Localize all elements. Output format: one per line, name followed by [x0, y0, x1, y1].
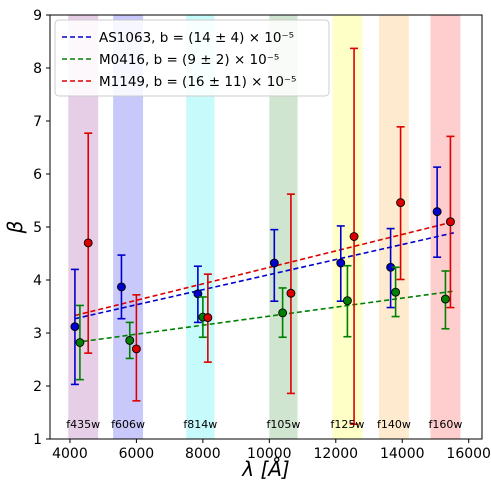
band-label-f140w: f140w [377, 418, 411, 431]
legend-entries: AS1063, b = (14 ± 4) × 10⁻⁵ M0416, b = (9… [62, 30, 296, 90]
y-tick-label: 4 [33, 273, 42, 289]
marker [193, 289, 203, 299]
filter-band-labels: f435w f606w f814w f105w f125w f140w f160w [66, 418, 462, 431]
data-point-2-0 [83, 132, 93, 354]
legend-box [54, 19, 330, 97]
x-tick-label: 12000 [314, 446, 359, 462]
x-tick-label: 8000 [185, 446, 221, 462]
legend-label-1: M0416, b = (9 ± 2) × 10⁻⁵ [99, 52, 279, 68]
data-point-2-6 [445, 135, 455, 309]
marker [269, 258, 279, 268]
data-point-0-3 [269, 228, 279, 303]
data-point-0-6 [432, 166, 442, 259]
data-point-1-5 [391, 266, 401, 318]
data-point-2-5 [396, 126, 406, 281]
marker [391, 287, 401, 297]
band-label-f105w: f105w [267, 418, 301, 431]
x-tick-label: 6000 [119, 446, 155, 462]
marker [432, 207, 442, 217]
marker [396, 198, 406, 208]
marker [440, 294, 450, 304]
marker [286, 288, 296, 298]
data-point-2-1 [131, 294, 141, 402]
data-point-1-4 [342, 264, 352, 338]
marker [131, 344, 141, 354]
data-points [70, 47, 455, 425]
band-label-f160w: f160w [429, 418, 463, 431]
legend-label-2: M1149, b = (16 ± 11) × 10⁻⁵ [99, 74, 296, 90]
data-point-0-4 [336, 225, 346, 303]
band-f140w [378, 15, 409, 439]
data-point-0-5 [386, 227, 396, 309]
band-label-f814w: f814w [183, 418, 217, 431]
y-axis-label: β [3, 220, 27, 234]
x-tick-label: 10000 [247, 446, 292, 462]
band-label-f125w: f125w [330, 418, 364, 431]
y-tick-label: 1 [33, 432, 42, 448]
y-tick-label: 9 [33, 8, 42, 24]
x-tick-label: 16000 [446, 446, 491, 462]
marker [445, 217, 455, 227]
y-tick-label: 6 [33, 167, 42, 183]
marker [70, 322, 80, 332]
y-tick-label: 3 [33, 326, 42, 342]
data-point-2-3 [286, 193, 296, 395]
marker [203, 313, 213, 323]
y-tick-label: 7 [33, 114, 42, 130]
x-tick-label: 14000 [380, 446, 425, 462]
x-axis-label: λ [Å] [241, 457, 289, 481]
y-tick-label: 2 [33, 379, 42, 395]
legend: AS1063, b = (14 ± 4) × 10⁻⁵ M0416, b = (9… [54, 19, 330, 97]
marker [125, 335, 135, 345]
marker [83, 238, 93, 248]
marker [336, 258, 346, 268]
data-point-2-2 [203, 273, 213, 363]
y-tick-label: 8 [33, 61, 42, 77]
data-point-0-2 [193, 265, 203, 324]
data-point-2-4 [349, 47, 359, 425]
band-f125w [332, 15, 363, 439]
marker [116, 282, 126, 292]
data-point-0-1 [116, 254, 126, 320]
marker [75, 338, 85, 347]
marker [349, 232, 359, 241]
data-point-1-6 [440, 270, 450, 330]
marker [278, 308, 288, 318]
marker [342, 296, 352, 306]
axis-ticks: 4000 6000 8000 10000 12000 14000 16000 1 2 3 4 5 6 7 8… [33, 8, 491, 462]
data-point-1-3 [278, 287, 288, 339]
y-tick-label: 5 [33, 220, 42, 236]
x-tick-label: 4000 [52, 446, 88, 462]
band-label-f435w: f435w [66, 418, 100, 431]
band-label-f606w: f606w [111, 418, 145, 431]
legend-label-0: AS1063, b = (14 ± 4) × 10⁻⁵ [99, 30, 294, 46]
data-point-1-0 [75, 304, 85, 381]
fit-line-2 [74, 220, 454, 317]
data-point-1-1 [125, 321, 135, 360]
data-point-0-0 [70, 268, 80, 386]
